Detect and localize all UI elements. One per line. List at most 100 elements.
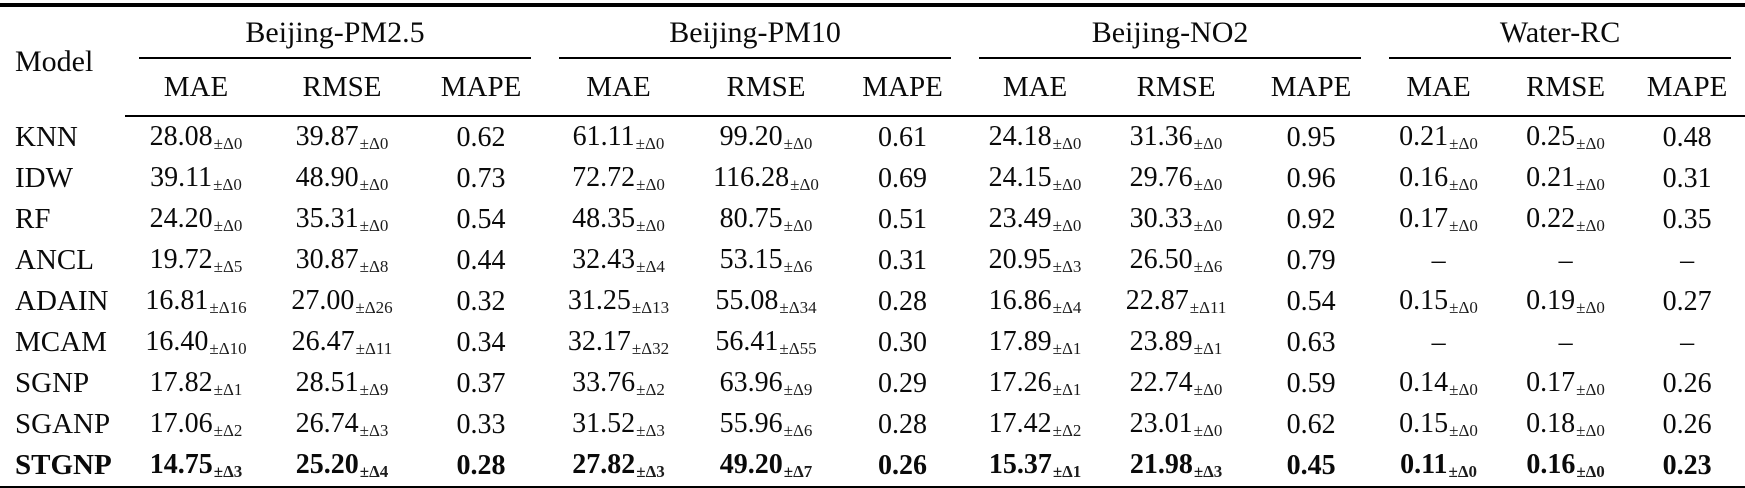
metric-uncertainty: ±Δ0 — [1576, 421, 1605, 440]
metric-cell: 80.75±Δ0 — [692, 199, 840, 240]
model-name: MCAM — [15, 326, 107, 358]
metric-uncertainty: ±Δ3 — [636, 462, 665, 481]
table-row-sganp: SGANP 17.06±Δ2 26.74±Δ3 0.33 31.52±Δ3 55.96±Δ… — [0, 404, 1745, 445]
metric-cell: 0.26 — [840, 445, 965, 488]
metric-value: 0.28 — [456, 449, 506, 481]
metric-value: 0.16 — [1399, 162, 1449, 193]
metric-cell: 48.35±Δ0 — [545, 199, 692, 240]
model-name: STGNP — [15, 449, 112, 481]
metric-uncertainty: ±Δ16 — [209, 298, 247, 317]
metric-uncertainty: ±Δ1 — [1052, 462, 1082, 481]
metric-value: 48.90 — [295, 162, 359, 193]
metric-cell: 24.20±Δ0 — [125, 199, 267, 240]
metric-cell: 0.45 — [1247, 445, 1375, 488]
metric-value: 24.18 — [988, 121, 1052, 152]
metric-cell: 17.89±Δ1 — [965, 322, 1105, 363]
metric-cell: 22.74±Δ0 — [1105, 363, 1247, 404]
column-header-model: Model — [15, 44, 94, 78]
metric-cell: 0.35 — [1629, 199, 1745, 240]
metric-value: 39.87 — [295, 121, 359, 152]
model-name: KNN — [15, 120, 78, 153]
metric-value: 28.08 — [149, 121, 213, 152]
metric-cell: 0.73 — [417, 158, 545, 199]
model-name: IDW — [15, 162, 73, 194]
metric-cell: 26.47±Δ11 — [267, 322, 417, 363]
metric-uncertainty: ±Δ9 — [359, 380, 389, 399]
metric-uncertainty: ±Δ0 — [1193, 134, 1223, 153]
metric-cell: 0.28 — [840, 404, 965, 445]
metric-uncertainty: ±Δ6 — [783, 257, 813, 276]
metric-cell: – — [1629, 322, 1745, 363]
metric-cell: 28.08±Δ0 — [125, 116, 267, 158]
metric-uncertainty: ±Δ4 — [1052, 298, 1082, 317]
metric-value: 27.82 — [572, 449, 636, 480]
metric-value: 55.96 — [719, 408, 783, 439]
metric-value: 17.06 — [149, 408, 213, 439]
group-label: Beijing-PM10 — [669, 16, 841, 49]
metric-value: 0.27 — [1662, 285, 1712, 317]
metric-cell: 32.43±Δ4 — [545, 240, 692, 281]
metric-value: 31.52 — [572, 408, 636, 439]
metric-cell: 0.17±Δ0 — [1375, 199, 1502, 240]
metric-cell: 116.28±Δ0 — [692, 158, 840, 199]
metric-cell: 27.82±Δ3 — [545, 445, 692, 488]
metric-value: 0.37 — [456, 367, 506, 399]
metric-uncertainty: ±Δ0 — [1576, 134, 1605, 153]
column-header-mape: MAPE — [840, 59, 966, 117]
metric-cell: 0.37 — [417, 363, 545, 404]
metric-value: 0.54 — [456, 203, 506, 235]
metric-uncertainty: ±Δ0 — [783, 134, 813, 153]
table-row-sgnp: SGNP 17.82±Δ1 28.51±Δ9 0.37 33.76±Δ2 63.96±Δ9… — [0, 363, 1745, 404]
metric-cell: 17.06±Δ2 — [125, 404, 267, 445]
metric-cell: 0.59 — [1247, 363, 1375, 404]
model-name: RF — [15, 203, 51, 235]
metric-uncertainty: ±Δ6 — [783, 421, 813, 440]
metric-value: 49.20 — [719, 449, 783, 480]
group-label: Beijing-NO2 — [1091, 16, 1249, 49]
metric-uncertainty: ±Δ0 — [1449, 216, 1478, 235]
metric-value: 61.11 — [572, 121, 635, 152]
metric-cell: 0.32 — [417, 281, 545, 322]
metric-cell: 16.40±Δ10 — [125, 322, 267, 363]
group-underline — [979, 57, 1362, 59]
metric-value: 0.44 — [456, 244, 506, 276]
metric-value: 0.45 — [1286, 449, 1336, 481]
metric-value: 14.75 — [149, 449, 213, 480]
metric-uncertainty: ±Δ3 — [1052, 257, 1082, 276]
metric-uncertainty: ±Δ32 — [631, 339, 670, 358]
column-header-mae: MAE — [125, 59, 267, 117]
metric-cell: 24.18±Δ0 — [965, 116, 1105, 158]
metric-cell: 33.76±Δ2 — [545, 363, 692, 404]
metric-cell: 17.82±Δ1 — [125, 363, 267, 404]
table-header: Model Beijing-PM2.5 Beijing-PM10 Beijing… — [0, 5, 1745, 117]
metric-cell: – — [1502, 240, 1629, 281]
metric-value: 0.32 — [456, 285, 506, 317]
metric-value: 0.21 — [1526, 162, 1576, 193]
metric-uncertainty: ±Δ0 — [1449, 380, 1478, 399]
metric-cell: – — [1375, 240, 1502, 281]
metric-uncertainty: ±Δ0 — [359, 216, 389, 235]
metric-value: 0.19 — [1526, 285, 1576, 316]
metric-value: 55.08 — [715, 285, 779, 316]
metric-cell: 17.26±Δ1 — [965, 363, 1105, 404]
metric-cell: 0.62 — [1247, 404, 1375, 445]
metric-value: 0.15 — [1399, 408, 1449, 439]
metric-value: 0.30 — [878, 326, 928, 358]
metric-value: 56.41 — [715, 326, 779, 357]
metric-value: 116.28 — [713, 162, 790, 193]
metric-uncertainty: ±Δ3 — [636, 421, 665, 440]
metric-cell: 15.37±Δ1 — [965, 445, 1105, 488]
metric-cell: 0.17±Δ0 — [1502, 363, 1629, 404]
metric-value: 0.15 — [1399, 285, 1449, 316]
metric-cell: 0.16±Δ0 — [1375, 158, 1502, 199]
metric-uncertainty: ±Δ55 — [779, 339, 817, 358]
metric-cell: 30.33±Δ0 — [1105, 199, 1247, 240]
metric-value: 53.15 — [719, 244, 783, 275]
metric-value: 0.95 — [1286, 121, 1336, 153]
metric-uncertainty: ±Δ0 — [1448, 462, 1478, 481]
metric-value: 20.95 — [988, 244, 1052, 275]
metric-uncertainty: ±Δ0 — [1576, 175, 1605, 194]
metric-cell: 0.61 — [840, 116, 965, 158]
metric-value: 21.98 — [1129, 449, 1193, 480]
metric-value: 0.31 — [1662, 162, 1712, 194]
